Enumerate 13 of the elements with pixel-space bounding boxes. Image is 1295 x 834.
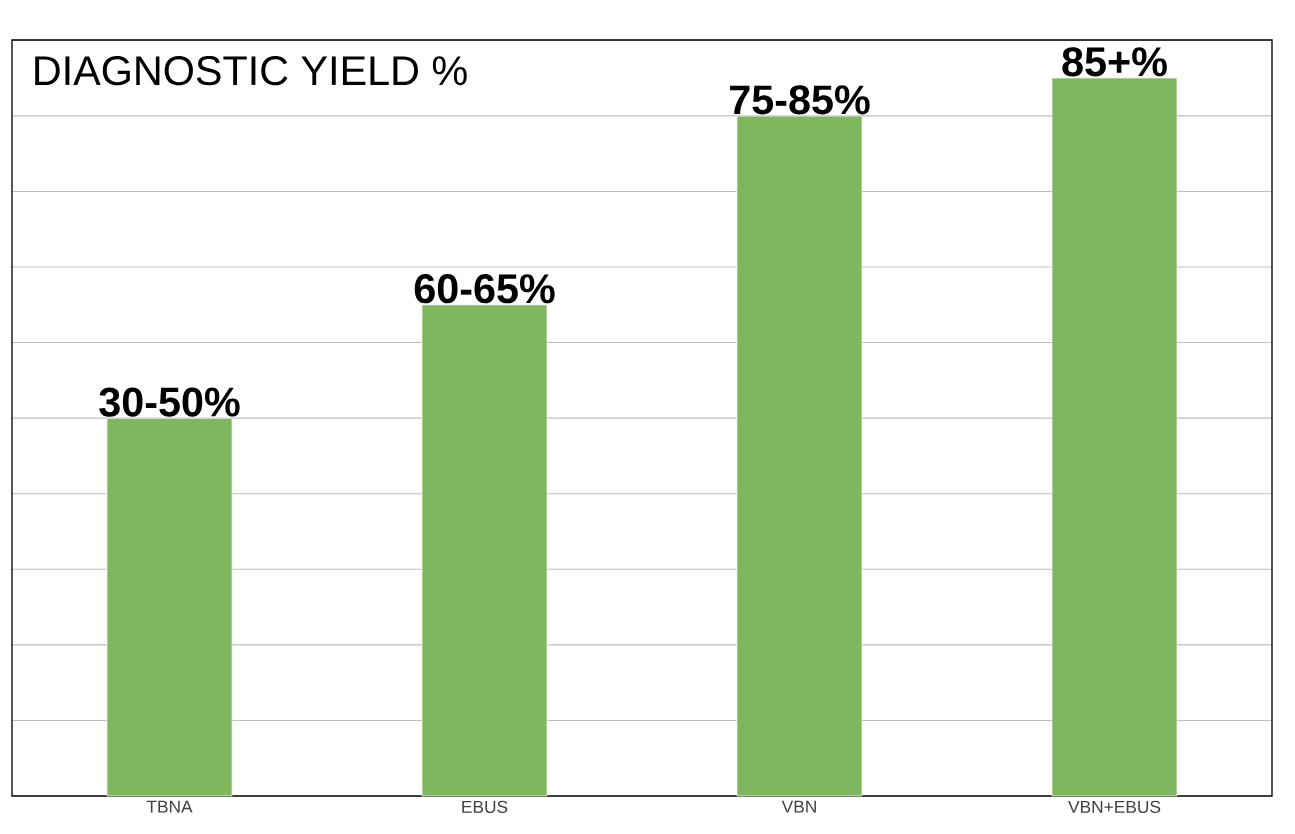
x-tick-label: VBN+EBUS xyxy=(1068,800,1161,813)
x-tick-label: EBUS xyxy=(462,800,508,813)
x-tick-label: TBNA xyxy=(146,800,193,813)
bar xyxy=(736,115,863,797)
annotation: 60-65% xyxy=(414,274,555,304)
bar xyxy=(421,304,548,797)
chart-title: DIAGNOSTIC YIELD % xyxy=(35,56,467,86)
text: 85+% xyxy=(1062,47,1167,77)
x-tick-label: VBN xyxy=(781,800,816,813)
annotation: 30-50% xyxy=(99,387,240,417)
bar xyxy=(1051,77,1178,797)
bar xyxy=(106,417,233,797)
annotation: 75-85% xyxy=(730,85,870,115)
